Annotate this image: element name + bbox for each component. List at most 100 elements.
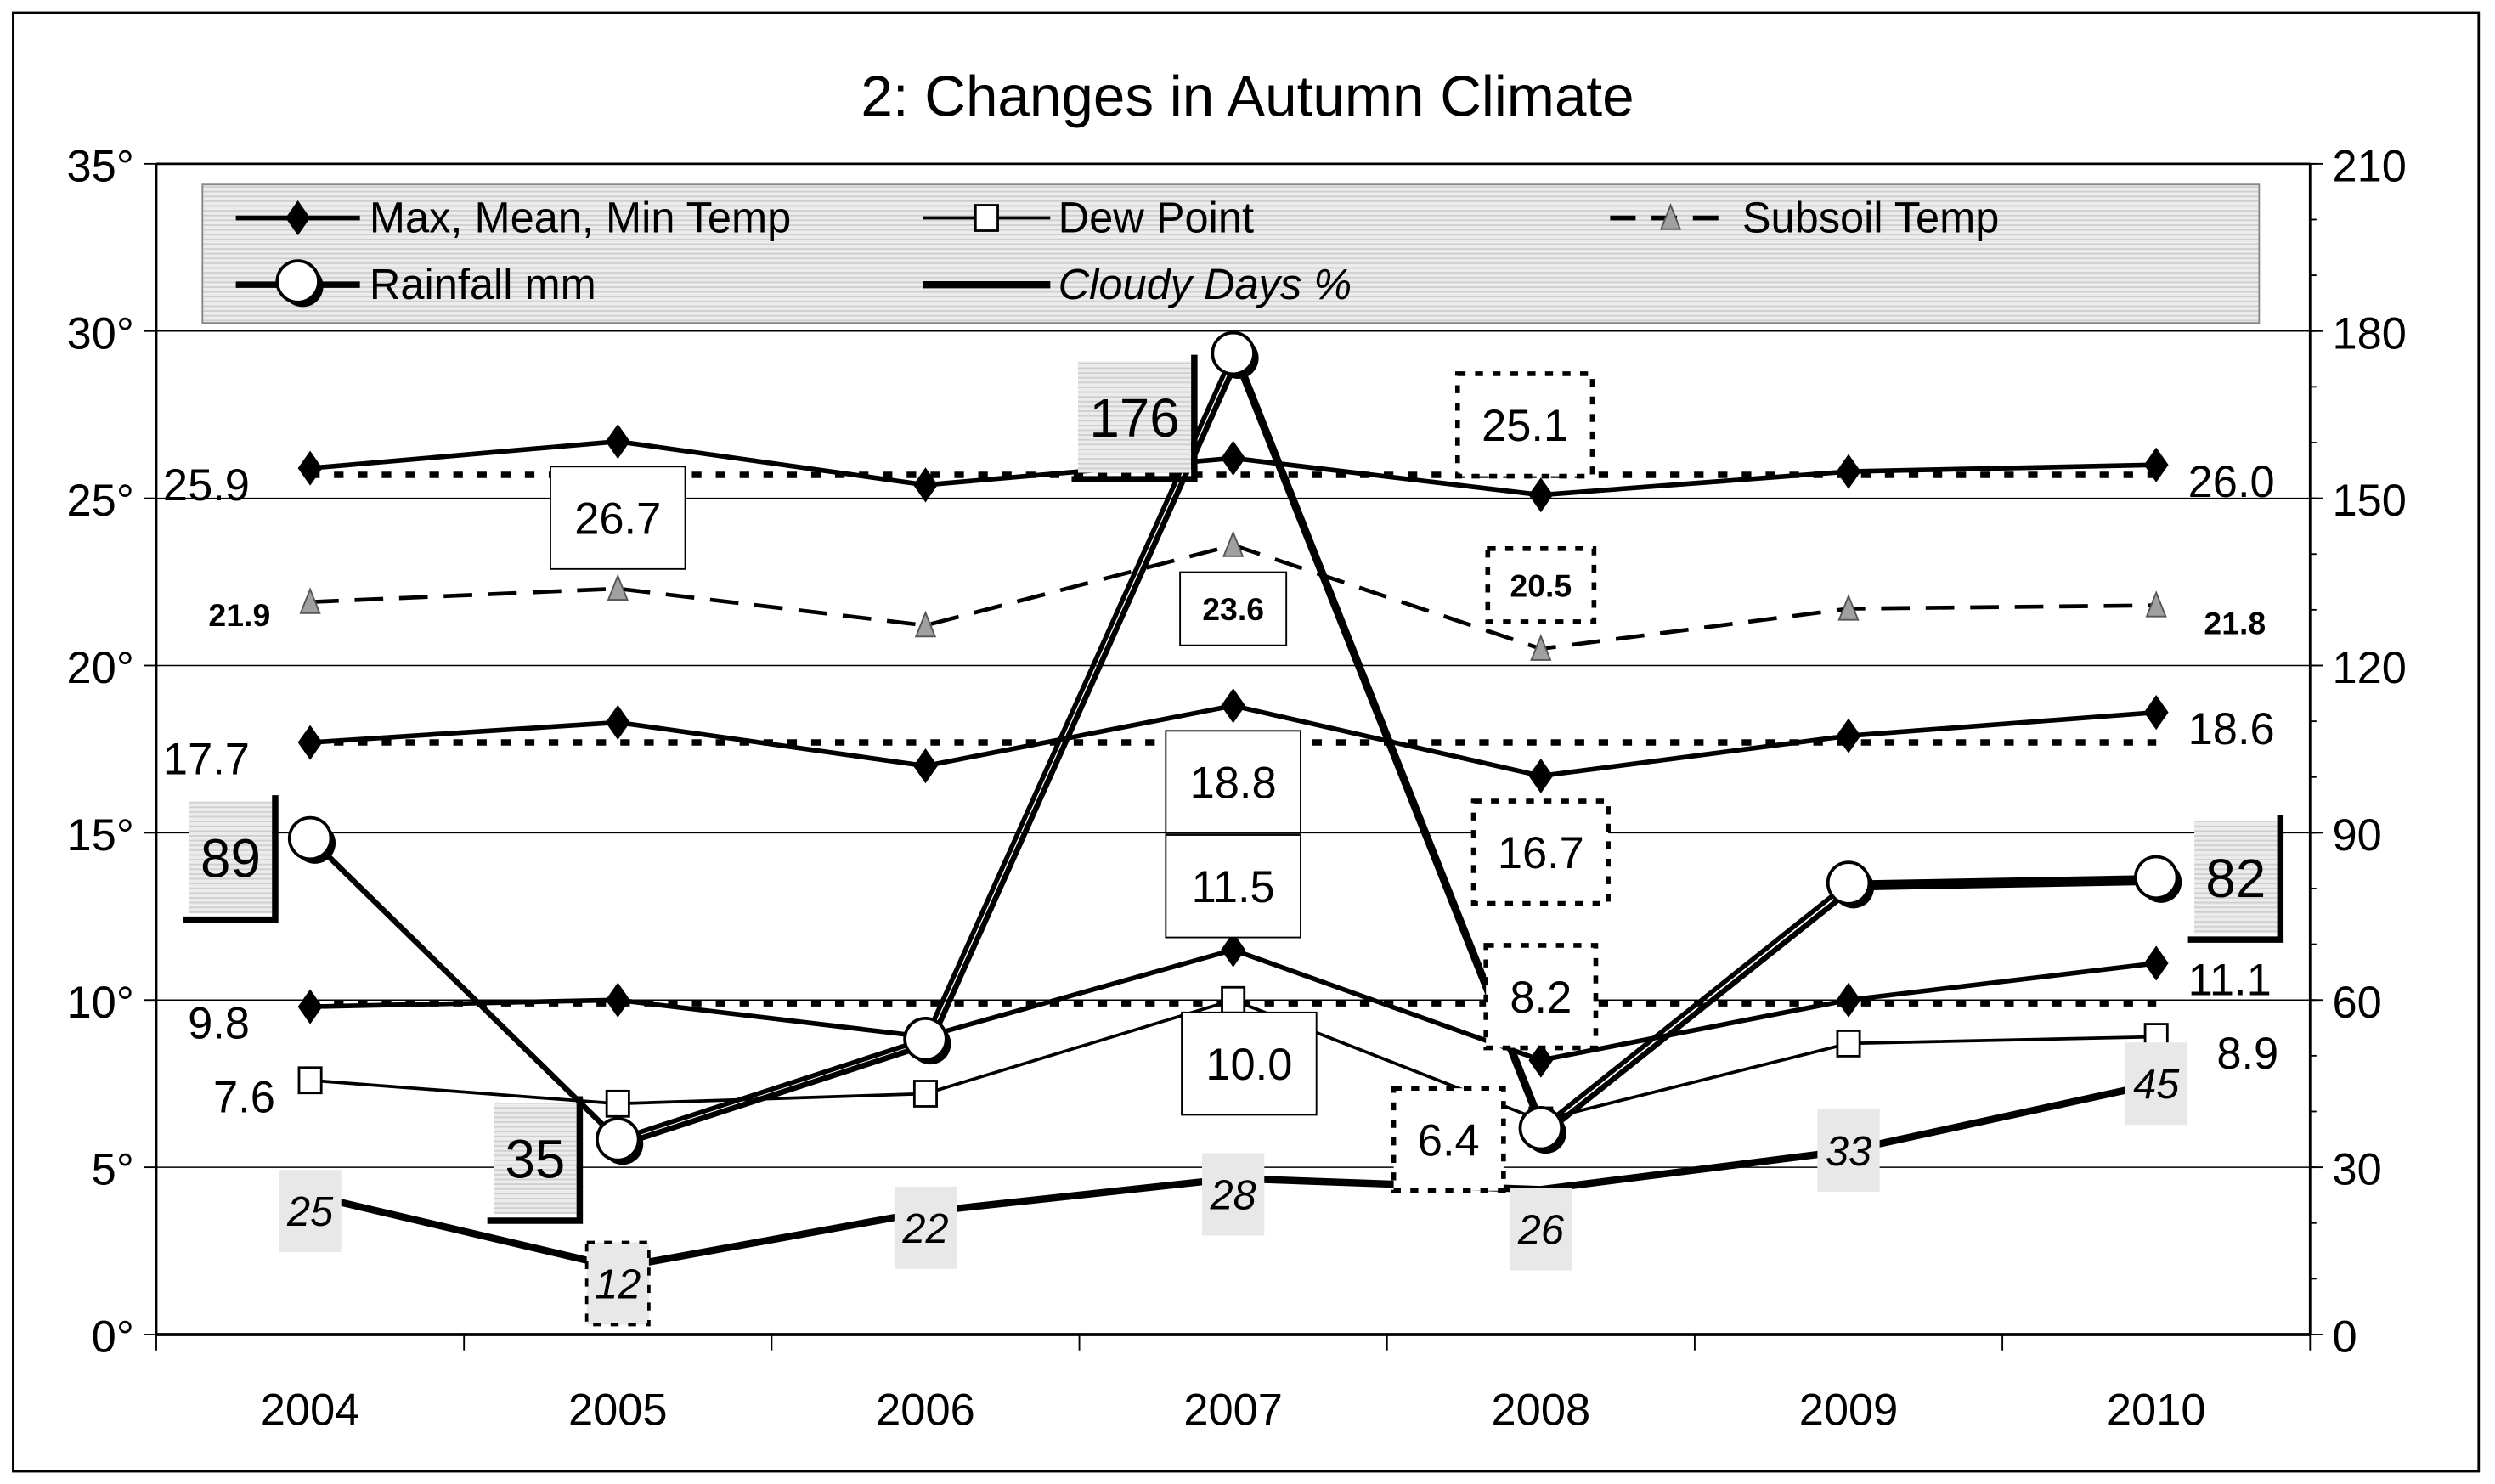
point-dew-square bbox=[1221, 985, 1246, 1014]
y-right-tick-label: 210 bbox=[2333, 142, 2407, 191]
point-rain-circle bbox=[287, 815, 333, 861]
data-label-box bbox=[1817, 1109, 1880, 1192]
data-label-box-shadow bbox=[487, 1096, 584, 1224]
data-label-cloudy: 25 bbox=[286, 1189, 334, 1235]
y-right-tick-label: 60 bbox=[2333, 979, 2382, 1028]
point-dew-square bbox=[297, 1066, 323, 1095]
y-left-tick-label: 5° bbox=[92, 1146, 134, 1195]
data-label-subsoil: 23.6 bbox=[1202, 591, 1264, 627]
data-label-rain: 89 bbox=[200, 828, 261, 889]
point-max-diamond bbox=[2143, 447, 2169, 482]
point-mean-diamond bbox=[1528, 758, 1554, 794]
point-max-diamond bbox=[913, 467, 938, 503]
data-label-mean: 18.6 bbox=[2188, 705, 2275, 754]
point-rain-circle bbox=[1211, 330, 1256, 376]
point-subsoil-triangle bbox=[299, 587, 321, 614]
point-subsoil-triangle bbox=[607, 573, 629, 601]
x-tick-label: 2009 bbox=[1799, 1386, 1899, 1436]
data-label-cloudy: 45 bbox=[2133, 1062, 2180, 1108]
data-label-box bbox=[1470, 798, 1611, 906]
point-rain-circle bbox=[2133, 855, 2179, 900]
data-label-max: 25.1 bbox=[1482, 402, 1568, 451]
data-label-cloudy: 33 bbox=[1826, 1129, 1871, 1175]
data-label-mean: 18.8 bbox=[1190, 759, 1277, 808]
data-label-max: 26.7 bbox=[574, 494, 661, 544]
data-label-mean: 17.7 bbox=[163, 736, 250, 785]
data-label-box bbox=[1181, 1011, 1318, 1116]
data-label-box bbox=[1483, 943, 1599, 1051]
legend-diamond-icon bbox=[285, 200, 311, 236]
data-label-box bbox=[494, 1103, 577, 1215]
data-label-box-shadow bbox=[2187, 815, 2284, 943]
data-label-max: 26.0 bbox=[2188, 458, 2275, 507]
data-label-box bbox=[1485, 546, 1597, 624]
point-mean-diamond bbox=[2143, 695, 2169, 731]
legend-circle-icon bbox=[275, 259, 320, 304]
legend-label-temp: Max, Mean, Min Temp bbox=[370, 193, 791, 241]
x-tick-label: 2010 bbox=[2107, 1386, 2206, 1436]
y-left-tick-label: 30° bbox=[67, 309, 134, 358]
y-right-tick-label: 150 bbox=[2333, 477, 2407, 526]
legend-label-cloudy: Cloudy Days % bbox=[1058, 260, 1352, 308]
y-left-tick-label: 25° bbox=[67, 477, 134, 526]
y-right-tick-label: 0 bbox=[2333, 1313, 2357, 1363]
y-left-tick-label: 0° bbox=[92, 1313, 134, 1363]
point-mean-diamond bbox=[913, 748, 938, 784]
point-subsoil-triangle bbox=[1530, 634, 1552, 661]
point-subsoil-triangle bbox=[914, 610, 937, 638]
data-label-dew: 7.6 bbox=[213, 1073, 275, 1122]
data-label-box bbox=[1391, 1086, 1506, 1193]
data-label-box bbox=[1510, 1188, 1572, 1271]
y-right-tick-label: 180 bbox=[2333, 309, 2407, 358]
data-label-box bbox=[584, 1240, 651, 1327]
data-label-box bbox=[2125, 1042, 2187, 1126]
data-label-min: 9.8 bbox=[188, 1000, 250, 1049]
y-left-tick-label: 10° bbox=[67, 979, 134, 1028]
data-label-cloudy: 26 bbox=[1517, 1208, 1565, 1254]
point-max-diamond bbox=[1528, 477, 1554, 513]
data-label-dew: 8.9 bbox=[2216, 1030, 2278, 1079]
point-rain-circle bbox=[596, 1117, 641, 1162]
y-right-tick-label: 30 bbox=[2333, 1146, 2382, 1195]
y-left-tick-label: 35° bbox=[67, 142, 134, 191]
data-label-min: 11.1 bbox=[2188, 956, 2272, 1006]
point-dew-square bbox=[1836, 1030, 1861, 1058]
point-min-diamond bbox=[1528, 1042, 1554, 1078]
point-max-diamond bbox=[297, 450, 323, 486]
data-label-subsoil: 20.5 bbox=[1510, 567, 1572, 603]
point-subsoil-triangle bbox=[1837, 594, 1860, 621]
data-label-box bbox=[279, 1170, 342, 1253]
data-label-dew: 10.0 bbox=[1205, 1041, 1292, 1090]
point-mean-diamond bbox=[1221, 688, 1246, 724]
data-label-cloudy: 28 bbox=[1210, 1172, 1256, 1218]
data-label-rain: 176 bbox=[1089, 388, 1179, 449]
point-max-diamond bbox=[1221, 440, 1246, 476]
point-mean-diamond bbox=[297, 725, 323, 760]
data-label-box bbox=[189, 801, 273, 914]
data-label-rain: 82 bbox=[2205, 849, 2266, 909]
y-right-tick-label: 90 bbox=[2333, 811, 2382, 860]
point-max-diamond bbox=[1836, 454, 1861, 489]
chart-title: 2: Changes in Autumn Climate bbox=[861, 65, 1634, 129]
data-label-mean: 16.7 bbox=[1498, 829, 1584, 878]
legend-square-icon bbox=[974, 204, 999, 232]
point-dew-square bbox=[912, 1080, 938, 1108]
point-mean-diamond bbox=[1836, 718, 1861, 753]
data-label-max: 25.9 bbox=[163, 461, 250, 511]
point-subsoil-triangle bbox=[2145, 590, 2167, 618]
point-dew-square bbox=[605, 1089, 630, 1118]
x-tick-label: 2008 bbox=[1492, 1386, 1591, 1436]
point-rain-circle bbox=[903, 1016, 948, 1062]
y-left-tick-label: 20° bbox=[67, 644, 134, 693]
data-label-dew: 6.4 bbox=[1418, 1116, 1480, 1165]
data-label-box bbox=[550, 466, 686, 570]
data-label-box bbox=[894, 1186, 957, 1269]
point-min-diamond bbox=[297, 989, 323, 1024]
data-label-box bbox=[1165, 834, 1301, 939]
y-left-tick-label: 15° bbox=[67, 811, 134, 860]
data-label-box bbox=[1077, 361, 1192, 473]
point-rain-circle bbox=[1518, 1105, 1564, 1151]
data-label-cloudy: 22 bbox=[901, 1206, 948, 1252]
